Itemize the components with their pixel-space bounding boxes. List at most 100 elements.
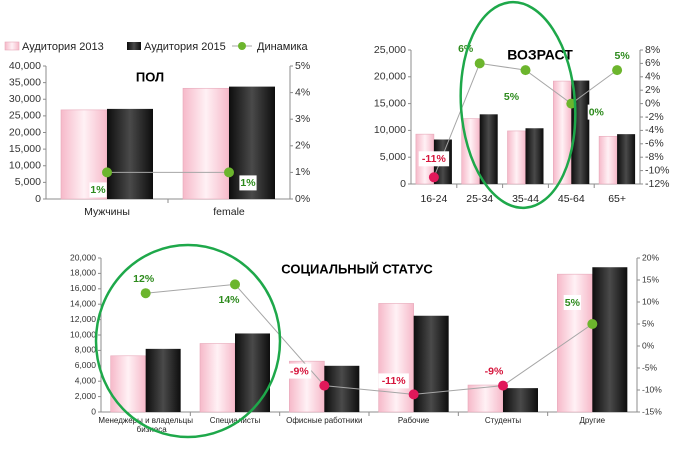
age-data-label: 0% bbox=[589, 106, 605, 118]
gender-x-tick-label: Мужчины bbox=[84, 206, 130, 218]
age-bar-2015 bbox=[617, 134, 636, 184]
social-dynamics-point bbox=[587, 319, 598, 329]
social-y-tick-label: 18,000 bbox=[70, 268, 96, 278]
age-y2-tick-label: 4% bbox=[645, 71, 660, 83]
age-x-tick-label: 65+ bbox=[608, 193, 626, 205]
social-title: СОЦИАЛЬНЫЙ СТАТУС bbox=[281, 261, 433, 276]
social-dynamics-point bbox=[230, 279, 240, 290]
social-bar-2013 bbox=[557, 273, 593, 413]
social-data-label-bg bbox=[217, 292, 241, 308]
chart-age: ВОЗРАСТ 0 5,000 10,000 15,000 20,000 25,000 -12… bbox=[374, 41, 670, 205]
social-y2-tick-label: -10% bbox=[642, 384, 662, 394]
social-dynamics-line bbox=[145, 283, 593, 395]
age-dynamics-point bbox=[520, 65, 531, 76]
age-y2-tick-label: -8% bbox=[645, 151, 664, 163]
social-bar-2015 bbox=[592, 267, 628, 412]
age-y2-tick-label: 8% bbox=[645, 44, 660, 56]
social-data-label-bg bbox=[563, 295, 581, 310]
gender-y-tick-label: 40,000 bbox=[9, 60, 41, 72]
social-data-label: 14% bbox=[218, 294, 240, 306]
gender-dynamics-point bbox=[102, 167, 112, 178]
social-bar-2015 bbox=[145, 348, 181, 412]
age-data-label-bg bbox=[587, 104, 605, 120]
legend-label-2013: Аудитория 2013 bbox=[22, 41, 104, 53]
gender-y2-tick-label: 5% bbox=[295, 60, 310, 72]
age-data-label-bg bbox=[457, 41, 475, 57]
social-data-label: -9% bbox=[485, 365, 504, 377]
social-data-label: -9% bbox=[290, 365, 309, 377]
social-data-label: 12% bbox=[133, 273, 155, 285]
age-y-tick-label: 0 bbox=[400, 178, 406, 190]
age-y-tick-label: 20,000 bbox=[374, 71, 406, 83]
social-x-tick-label: Специалисты bbox=[210, 416, 261, 425]
gender-bar-2013 bbox=[182, 87, 230, 200]
gender-y2-tick-label: 0% bbox=[295, 193, 310, 205]
social-y2-tick-label: 10% bbox=[642, 296, 659, 306]
gender-y-tick-label: 30,000 bbox=[9, 93, 41, 105]
social-y-tick-label: 6,000 bbox=[75, 360, 97, 370]
age-x-tick-label: 16-24 bbox=[420, 193, 447, 205]
social-y-tick-label: 0 bbox=[91, 406, 96, 416]
age-data-label-bg bbox=[613, 48, 631, 64]
social-bar-2013 bbox=[467, 384, 504, 413]
age-y-tick-label: 10,000 bbox=[374, 124, 406, 136]
age-bar-2015 bbox=[525, 128, 544, 184]
age-y2-tick-label: -6% bbox=[645, 138, 664, 150]
age-bar-2013 bbox=[598, 135, 618, 185]
age-data-label: -11% bbox=[422, 153, 447, 165]
social-data-label-bg bbox=[378, 373, 409, 389]
age-data-label-bg bbox=[418, 151, 450, 167]
gender-y-tick-label: 20,000 bbox=[9, 126, 41, 138]
social-bar-2013 bbox=[199, 343, 236, 413]
highlight-ellipse-age bbox=[459, 0, 577, 210]
social-dynamics-point bbox=[319, 380, 330, 391]
social-y-tick-label: 8,000 bbox=[75, 345, 97, 355]
age-dynamics-point bbox=[474, 58, 485, 69]
social-y2-tick-label: -15% bbox=[642, 406, 662, 416]
gender-dynamics-point bbox=[224, 167, 234, 178]
age-y2-tick-label: -10% bbox=[645, 164, 670, 176]
gender-data-label: 1% bbox=[90, 184, 106, 196]
social-bar-2015 bbox=[235, 333, 270, 412]
age-data-label: 5% bbox=[615, 50, 631, 62]
age-bar-2013 bbox=[507, 130, 526, 185]
social-y-tick-label: 14,000 bbox=[70, 298, 96, 308]
legend-swatch-2013 bbox=[4, 41, 20, 51]
gender-y-tick-label: 0 bbox=[35, 193, 41, 205]
social-dynamics-point bbox=[498, 380, 508, 391]
gender-y-tick-label: 35,000 bbox=[9, 76, 41, 88]
social-y-tick-label: 12,000 bbox=[70, 314, 96, 324]
age-y-tick-label: 15,000 bbox=[374, 97, 406, 109]
age-data-label: 5% bbox=[504, 91, 520, 103]
chart-social: СОЦИАЛЬНЫЙ СТАТУС 0 2,000 4,000 6,000 8,000 10… bbox=[70, 252, 662, 434]
age-y2-tick-label: -2% bbox=[645, 111, 664, 123]
age-dynamics-point bbox=[428, 172, 439, 183]
age-y2-tick-label: 6% bbox=[645, 57, 660, 69]
social-x-tick-label: Рабочие bbox=[398, 416, 430, 425]
social-y2-tick-label: 5% bbox=[642, 318, 655, 328]
gender-y2-tick-label: 4% bbox=[295, 86, 310, 98]
social-data-label-bg bbox=[287, 363, 312, 379]
social-bar-2015 bbox=[503, 388, 538, 412]
social-data-label: -11% bbox=[382, 375, 407, 387]
social-bar-2015 bbox=[413, 315, 449, 412]
age-x-tick-label: 35-44 bbox=[512, 193, 539, 205]
social-y2-tick-label: 20% bbox=[642, 252, 659, 262]
social-dynamics-point bbox=[408, 389, 419, 400]
social-y2-tick-label: -5% bbox=[642, 362, 658, 372]
gender-x-tick-label: female bbox=[213, 206, 245, 218]
gender-data-label-bg bbox=[89, 182, 107, 198]
highlight-ellipse-social bbox=[94, 243, 282, 439]
social-y-tick-label: 20,000 bbox=[70, 252, 96, 262]
gender-bar-2015 bbox=[107, 108, 153, 199]
age-y2-tick-label: -4% bbox=[645, 124, 664, 136]
gender-y2-tick-label: 1% bbox=[295, 166, 310, 178]
social-y-tick-label: 4,000 bbox=[75, 375, 97, 385]
gender-y-tick-label: 10,000 bbox=[9, 160, 41, 172]
age-bar-2015 bbox=[479, 114, 498, 184]
age-y-tick-label: 25,000 bbox=[374, 44, 406, 56]
legend-marker-swatch bbox=[238, 42, 246, 50]
gender-data-label: 1% bbox=[240, 177, 256, 189]
gender-y-tick-label: 5,000 bbox=[15, 176, 41, 188]
